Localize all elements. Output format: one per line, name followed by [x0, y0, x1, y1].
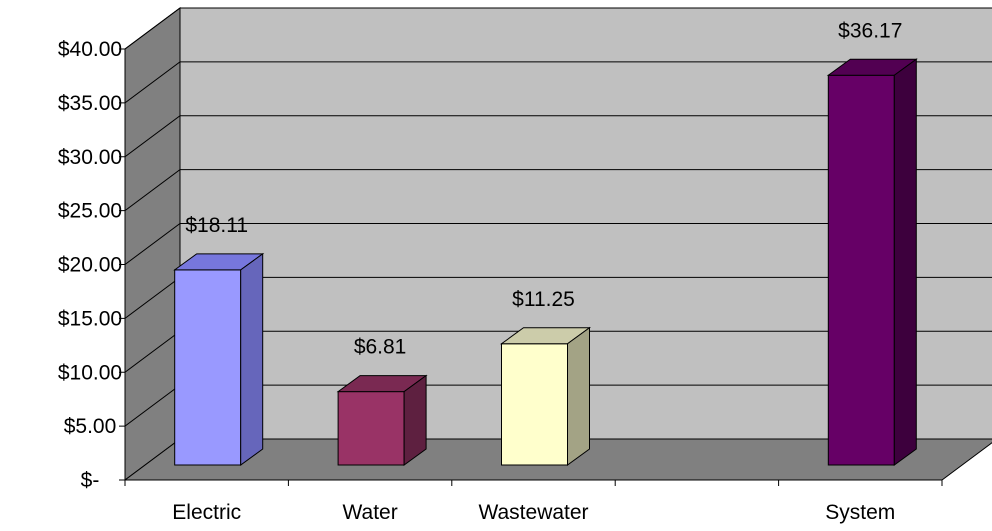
bar-front: [501, 343, 568, 466]
bars: [173, 58, 918, 466]
gridline: [124, 169, 992, 212]
bar-side: [403, 374, 427, 466]
category-label: Water: [342, 501, 397, 524]
axes: [119, 48, 943, 486]
data-labels: $18.11 $6.81 $11.25 $36.17: [185, 19, 902, 358]
y-tick-label: $5.00: [64, 415, 117, 438]
gridline: [124, 223, 992, 265]
y-tick-label: $30.00: [58, 146, 122, 169]
y-tick-label: $15.00: [58, 307, 122, 330]
gridline: [124, 61, 992, 104]
bar: [336, 374, 428, 466]
y-tick-label: $20.00: [58, 254, 122, 277]
bar-side: [240, 252, 264, 466]
bar-front: [827, 74, 895, 466]
data-label: $6.81: [354, 336, 407, 359]
data-label: $11.25: [512, 288, 575, 311]
gridline: [124, 7, 992, 50]
gridlines: [124, 7, 992, 427]
bar-side: [893, 58, 917, 466]
bar-side: [567, 326, 590, 466]
bar: [826, 58, 918, 466]
bar-front: [174, 269, 242, 466]
bar-front: [337, 391, 405, 466]
category-label: Electric: [172, 501, 241, 524]
bar: [499, 326, 592, 466]
gridline: [124, 115, 992, 158]
category-label: Wastewater: [478, 501, 588, 524]
y-tick-label: $40.00: [58, 38, 122, 61]
y-tick-label: $25.00: [58, 200, 122, 223]
y-tick-label: $-: [81, 469, 100, 492]
category-labels: Electric Water Wastewater System: [172, 501, 895, 524]
data-label: $18.11: [185, 214, 248, 237]
y-tick-label: $35.00: [58, 92, 122, 115]
bar: [173, 252, 265, 466]
data-label: $36.17: [838, 19, 902, 42]
category-label: System: [825, 501, 895, 524]
y-tick-labels: $- $5.00 $10.00 $15.00 $20.00 $25.00 $30.00 $35…: [58, 38, 122, 492]
y-tick-label: $10.00: [58, 361, 122, 384]
